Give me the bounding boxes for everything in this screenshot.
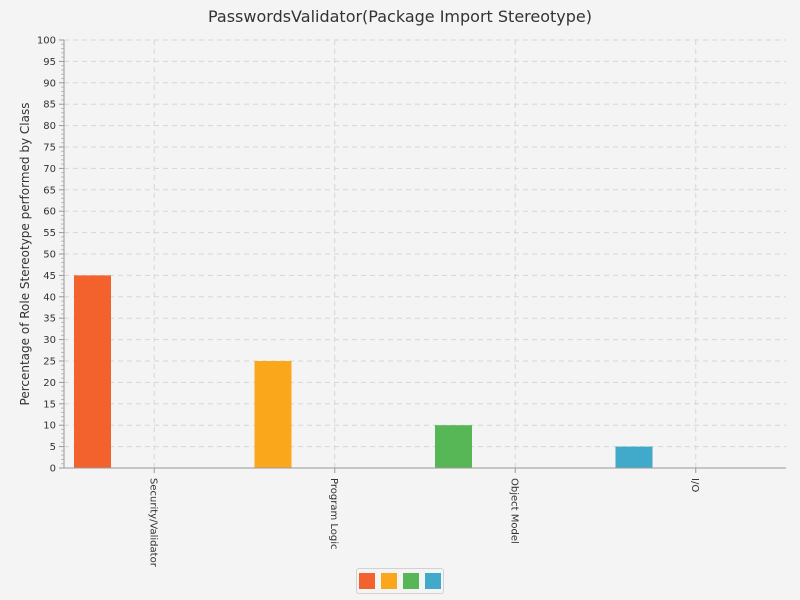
bar-security-validator [74, 275, 111, 468]
y-tick-label: 85 [43, 100, 56, 111]
legend-swatch [381, 573, 397, 589]
y-tick-label: 95 [43, 57, 56, 68]
y-tick-label: 90 [43, 78, 56, 89]
y-tick-label: 70 [43, 164, 56, 175]
grid-lines [64, 39, 786, 468]
y-tick-label: 45 [43, 271, 56, 282]
legend-swatch [403, 573, 419, 589]
legend [356, 568, 444, 594]
y-tick-label: 35 [43, 314, 56, 325]
y-tick-label: 40 [43, 292, 56, 303]
y-tick-label: 5 [50, 442, 56, 453]
axes: 0 5 10 15 20 25 30 35 40 45 50 55 60 65 70 75 80 85 90 95 10… [37, 36, 786, 568]
legend-swatch [425, 573, 441, 589]
legend-swatch [359, 573, 375, 589]
y-tick-label: 20 [43, 378, 56, 389]
y-tick-label: 60 [43, 207, 56, 218]
x-tick-label: Object Model [508, 478, 519, 544]
bar-object-model [435, 425, 472, 468]
y-tick-label: 100 [37, 36, 56, 47]
y-tick-label: 50 [43, 250, 56, 261]
y-tick-label: 15 [43, 399, 56, 410]
y-tick-label: 10 [43, 421, 56, 432]
x-tick-label: I/O [689, 478, 700, 492]
y-tick-label: 80 [43, 121, 56, 132]
y-tick-label: 55 [43, 228, 56, 239]
x-tick-label: Program Logic [328, 478, 339, 550]
y-tick-label: 0 [50, 464, 56, 475]
bar-i-o [615, 446, 653, 468]
y-tick-label: 25 [43, 357, 56, 368]
x-tick-label: Security/Validator [147, 478, 158, 568]
y-tick-label: 75 [43, 143, 56, 154]
y-tick-label: 65 [43, 185, 56, 196]
y-tick-label: 30 [43, 335, 56, 346]
chart-title: PasswordsValidator(Package Import Stereo… [207, 7, 593, 26]
bars [74, 275, 653, 468]
y-axis-label: Percentage of Role Stereotype performed … [18, 103, 32, 406]
bar-program-logic [254, 361, 292, 468]
